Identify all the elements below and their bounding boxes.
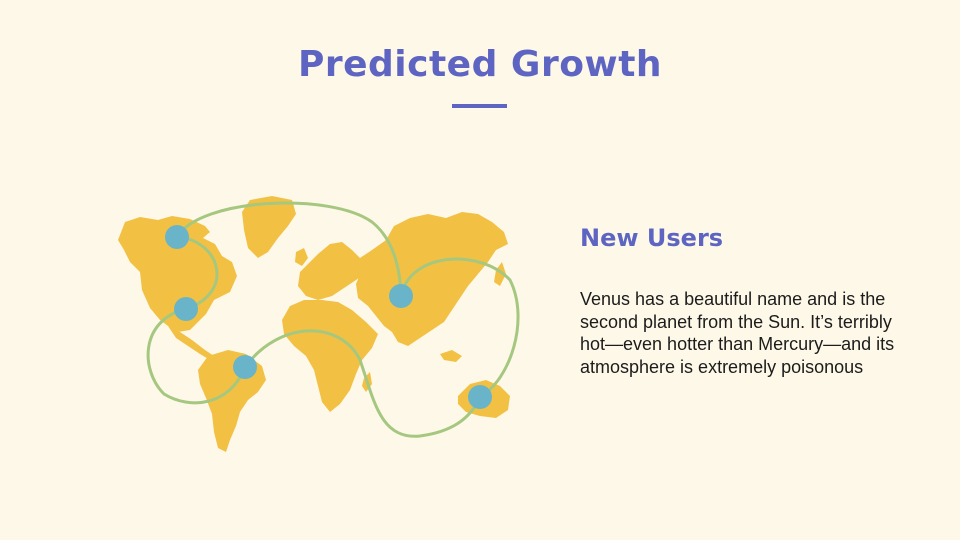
route-asia-australia	[399, 257, 520, 399]
greenland-shape	[242, 196, 296, 258]
uk-shape	[295, 248, 308, 266]
islands-shape	[440, 350, 462, 362]
routes	[146, 201, 520, 438]
section-heading: New Users	[580, 224, 724, 252]
route-americas-loop	[146, 307, 247, 405]
route-north-america-loop	[175, 235, 219, 311]
world-map-illustration	[118, 196, 520, 452]
japan-shape	[494, 262, 506, 286]
central-america-shape	[168, 326, 214, 360]
slide-title: Predicted Growth	[297, 44, 663, 85]
asia-shape	[356, 212, 508, 346]
marker-asia	[389, 284, 413, 308]
markers	[165, 225, 492, 409]
north-america-shape	[118, 216, 237, 332]
marker-south-america	[233, 355, 257, 379]
marker-australia	[468, 385, 492, 409]
description-text: Venus has a beautiful name and is the se…	[580, 289, 895, 377]
route-north-atlantic	[175, 201, 403, 298]
route-south-atlantic	[243, 329, 482, 438]
europe-shape	[298, 242, 372, 300]
marker-north-america	[165, 225, 189, 249]
africa-shape	[282, 300, 378, 412]
title-underline	[452, 104, 507, 108]
marker-central-america	[174, 297, 198, 321]
